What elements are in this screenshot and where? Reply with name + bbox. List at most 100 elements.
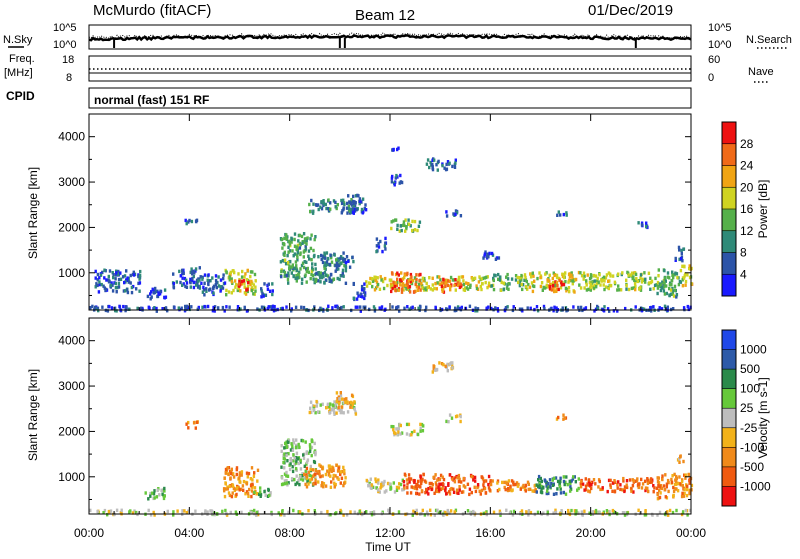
heatmap-cell (577, 486, 580, 491)
heatmap-cell (304, 247, 308, 251)
heatmap-cell (686, 273, 689, 277)
heatmap-cell (228, 484, 231, 489)
heatmap-cell (329, 253, 332, 257)
heatmap-cell (263, 489, 266, 494)
heatmap-cell (197, 277, 200, 281)
heatmap-cell (150, 491, 154, 495)
heatmap-cell (297, 461, 301, 466)
heatmap-cell (245, 278, 249, 282)
heatmap-cell (329, 207, 332, 211)
heatmap-cell (630, 286, 634, 291)
heatmap-cell (247, 281, 250, 285)
heatmap-cell (149, 292, 152, 296)
heatmap-cell (496, 481, 499, 485)
heatmap-cell (435, 163, 438, 167)
heatmap-cell (91, 304, 94, 309)
heatmap-cell (324, 263, 327, 268)
heatmap-cell (290, 271, 293, 275)
heatmap-cell (335, 463, 338, 467)
heatmap-cell (634, 272, 638, 277)
heatmap-cell (96, 306, 100, 310)
heatmap-cell (228, 305, 231, 309)
heatmap-cell (329, 474, 332, 478)
heatmap-cell (111, 289, 115, 293)
heatmap-cell (342, 513, 345, 517)
heatmap-cell (179, 274, 182, 278)
heatmap-cell (681, 484, 684, 488)
heatmap-cell (233, 279, 237, 283)
velocity-colorbar-segment (722, 369, 736, 389)
heatmap-cell (431, 276, 434, 280)
heatmap-cell (334, 200, 337, 205)
heatmap-cell (426, 285, 429, 290)
heatmap-cell (336, 276, 339, 281)
heatmap-cell (409, 279, 412, 284)
heatmap-cell (389, 282, 393, 286)
heatmap-cell (364, 208, 368, 212)
heatmap-cell (645, 221, 648, 225)
heatmap-cell (183, 509, 186, 513)
heatmap-cell (194, 219, 198, 223)
heatmap-cell (347, 194, 350, 198)
heatmap-cell (336, 203, 339, 207)
heatmap-cell (657, 274, 660, 278)
heatmap-cell (661, 285, 664, 290)
heatmap-cell (392, 219, 395, 223)
heatmap-cell (365, 280, 368, 284)
heatmap-cell (130, 285, 134, 290)
heatmap-cell (371, 284, 374, 289)
heatmap-cell (295, 451, 299, 455)
heatmap-cell (296, 255, 299, 259)
heatmap-cell (114, 281, 117, 286)
heatmap-cell (396, 223, 399, 228)
heatmap-cell (287, 274, 290, 278)
heatmap-cell (247, 471, 251, 476)
heatmap-cell (152, 510, 155, 515)
heatmap-cell (288, 249, 292, 253)
heatmap-cell (390, 424, 393, 429)
heatmap-cell (577, 511, 580, 515)
heatmap-cell (487, 281, 491, 285)
heatmap-cell (675, 293, 679, 297)
heatmap-cell (635, 277, 638, 281)
heatmap-cell (352, 281, 355, 286)
heatmap-cell (219, 289, 222, 293)
heatmap-cell (486, 255, 489, 259)
heatmap-cell (253, 272, 257, 277)
heatmap-cell (394, 218, 398, 222)
heatmap-cell (292, 453, 295, 457)
heatmap-cell (583, 286, 586, 290)
heatmap-cell (206, 510, 209, 514)
heatmap-cell (617, 284, 620, 288)
heatmap-cell (395, 306, 398, 310)
heatmap-cell (381, 249, 384, 254)
heatmap-cell (181, 509, 184, 513)
heatmap-cell (637, 279, 641, 283)
heatmap-cell (422, 472, 425, 477)
heatmap-cell (418, 282, 421, 287)
heatmap-cell (231, 472, 235, 476)
power-colorbar-segment (722, 230, 736, 253)
heatmap-cell (653, 283, 657, 288)
heatmap-cell (202, 288, 206, 292)
heatmap-cell (317, 255, 320, 259)
heatmap-cell (156, 488, 159, 492)
heatmap-cell (456, 305, 460, 309)
heatmap-cell (642, 307, 646, 311)
heatmap-cell (523, 278, 526, 282)
heatmap-cell (661, 474, 664, 478)
heatmap-cell (681, 264, 684, 268)
heatmap-cell (547, 484, 550, 488)
heatmap-cell (153, 496, 156, 500)
heatmap-cell (382, 482, 385, 486)
heatmap-cell (687, 307, 690, 312)
heatmap-cell (505, 481, 509, 486)
heatmap-cell (608, 309, 611, 313)
heatmap-cell (644, 488, 647, 493)
heatmap-cell (672, 294, 676, 298)
heatmap-cell (435, 287, 438, 291)
heatmap-cell (353, 207, 356, 212)
heatmap-cell (561, 306, 564, 310)
heatmap-cell (360, 288, 364, 292)
